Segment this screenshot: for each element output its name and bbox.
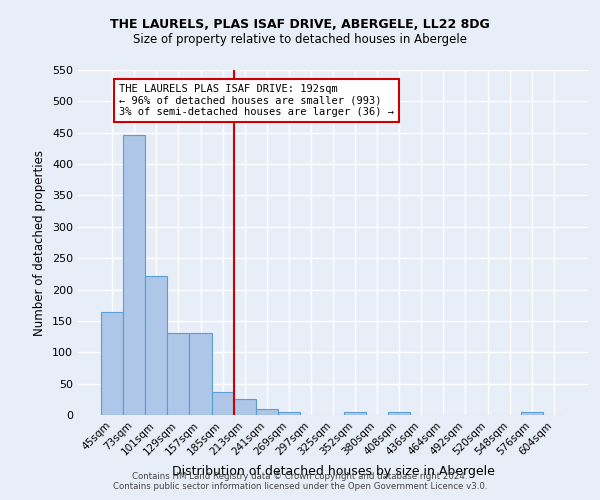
Bar [344,412,366,415]
Bar [167,334,190,415]
Text: Contains HM Land Registry data © Crown copyright and database right 2024.: Contains HM Land Registry data © Crown c… [132,472,468,481]
Bar [101,312,123,415]
Y-axis label: Number of detached properties: Number of detached properties [34,150,46,336]
Bar [521,412,543,415]
Bar [256,408,278,415]
Text: Contains public sector information licensed under the Open Government Licence v3: Contains public sector information licen… [113,482,487,491]
Bar [190,334,212,415]
Bar [123,134,145,415]
Bar [145,276,167,415]
Bar [233,400,256,415]
Bar [212,392,233,415]
Text: THE LAURELS, PLAS ISAF DRIVE, ABERGELE, LL22 8DG: THE LAURELS, PLAS ISAF DRIVE, ABERGELE, … [110,18,490,30]
Text: THE LAURELS PLAS ISAF DRIVE: 192sqm
← 96% of detached houses are smaller (993)
3: THE LAURELS PLAS ISAF DRIVE: 192sqm ← 96… [119,84,394,117]
Bar [388,412,410,415]
Text: Size of property relative to detached houses in Abergele: Size of property relative to detached ho… [133,32,467,46]
Bar [278,412,300,415]
X-axis label: Distribution of detached houses by size in Abergele: Distribution of detached houses by size … [172,465,494,478]
